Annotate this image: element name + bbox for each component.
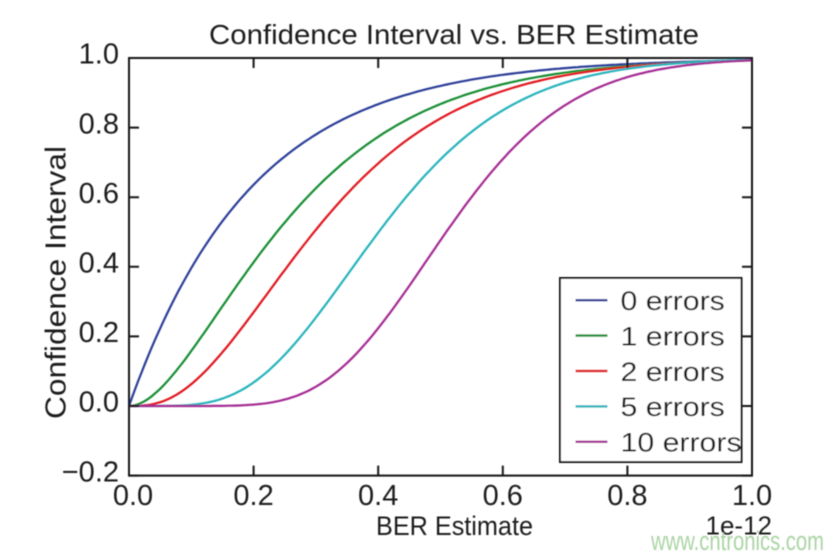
- svg-text:2 errors: 2 errors: [621, 357, 725, 387]
- svg-text:0.6: 0.6: [483, 480, 523, 512]
- svg-text:0.2: 0.2: [79, 317, 119, 349]
- svg-text:0 errors: 0 errors: [621, 286, 725, 316]
- svg-text:0.0: 0.0: [113, 480, 153, 512]
- svg-text:1.0: 1.0: [732, 480, 772, 512]
- svg-text:−0.2: −0.2: [62, 456, 119, 488]
- svg-text:0.8: 0.8: [607, 480, 647, 512]
- svg-text:10 errors: 10 errors: [621, 428, 742, 458]
- svg-text:Confidence Interval: Confidence Interval: [41, 146, 73, 419]
- svg-text:www.cntronics.com: www.cntronics.com: [650, 526, 824, 556]
- svg-text:1e-12: 1e-12: [706, 511, 773, 541]
- svg-text:0.4: 0.4: [79, 248, 119, 280]
- svg-text:0.4: 0.4: [358, 480, 398, 512]
- svg-text:BER Estimate: BER Estimate: [376, 511, 533, 541]
- svg-text:0.8: 0.8: [79, 108, 119, 140]
- svg-text:0.0: 0.0: [79, 387, 119, 419]
- svg-text:1.0: 1.0: [79, 39, 119, 71]
- svg-text:0.2: 0.2: [233, 480, 273, 512]
- svg-text:0.6: 0.6: [79, 178, 119, 210]
- svg-text:Confidence Interval vs. BER Es: Confidence Interval vs. BER Estimate: [209, 19, 699, 50]
- svg-text:1 errors: 1 errors: [621, 321, 725, 351]
- svg-text:5 errors: 5 errors: [621, 392, 725, 422]
